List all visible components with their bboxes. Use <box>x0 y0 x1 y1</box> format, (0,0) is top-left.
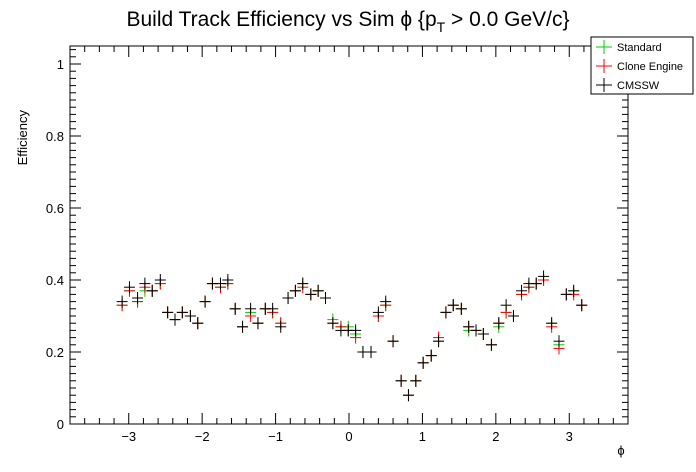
x-tick-label: −3 <box>121 429 136 444</box>
x-axis: −3 −2 −1 0 1 2 3 <box>69 46 629 444</box>
cmssw-point <box>463 320 475 333</box>
y-tick-label: 0 <box>57 417 64 432</box>
legend-label: Standard <box>617 42 662 54</box>
x-tick-label: 2 <box>492 429 499 444</box>
plot-frame <box>69 45 629 425</box>
legend-entry: CMSSW <box>596 78 660 92</box>
cmssw-point <box>139 277 151 290</box>
cmssw-point <box>289 284 301 297</box>
cmssw-point <box>305 288 317 301</box>
y-tick-label: 1 <box>57 57 64 72</box>
cmssw-point <box>546 317 558 330</box>
cmssw-point <box>433 335 445 348</box>
cmssw-point <box>199 295 211 308</box>
cmssw-point <box>410 374 422 387</box>
cmssw-point <box>530 277 542 290</box>
cmssw-point <box>560 288 572 301</box>
legend-entry: Clone Engine <box>596 59 683 73</box>
x-tick-label: 0 <box>345 429 352 444</box>
cmssw-point <box>365 346 377 358</box>
cmssw-point <box>116 295 128 308</box>
legend-entry: Standard <box>596 40 662 54</box>
cmssw-point <box>576 299 588 312</box>
cmssw-point <box>184 310 196 322</box>
cmssw-point <box>267 302 279 315</box>
cmssw-point <box>500 299 512 312</box>
cmssw-point <box>387 335 399 348</box>
cmssw-point <box>350 324 362 337</box>
cmssw-point <box>477 328 489 340</box>
cmssw-point <box>320 292 332 304</box>
chart-title-subscript: T <box>437 19 446 35</box>
y-tick-label: 0.6 <box>46 201 64 216</box>
cmssw-point <box>275 320 287 333</box>
cmssw-point <box>123 281 135 294</box>
cmssw-point <box>380 295 392 308</box>
cmssw-point <box>402 389 414 402</box>
cmssw-point <box>493 317 505 330</box>
cmssw-point <box>215 277 227 290</box>
chart-title-tail: > 0.0 GeV/c} <box>445 8 569 31</box>
cmssw-point <box>395 374 407 387</box>
legend-label: CMSSW <box>617 80 660 92</box>
x-tick-label: 3 <box>566 429 573 444</box>
cmssw-point <box>568 284 580 297</box>
y-axis-label: Efficiency <box>15 110 30 166</box>
chart-title: Build Track Efficiency vs Sim ϕ {pT > 0.… <box>126 8 569 35</box>
cmssw-point <box>282 292 294 304</box>
cmssw-point <box>516 284 528 297</box>
y-tick-label: 0.4 <box>46 273 64 288</box>
cmssw-point <box>252 317 264 330</box>
cmssw-point <box>447 299 459 312</box>
y-tick-label: 0.8 <box>46 129 64 144</box>
cmssw-point <box>372 306 384 319</box>
cmssw-point <box>425 349 437 362</box>
x-axis-label: ϕ <box>617 443 624 458</box>
cmssw-point <box>455 302 467 315</box>
cmssw-point <box>229 302 241 315</box>
cmssw-point <box>538 270 550 283</box>
cmssw-point <box>485 338 497 351</box>
y-axis: 0 0.2 0.4 0.6 0.8 1 <box>46 49 628 432</box>
cmssw-point <box>237 320 249 333</box>
legend: Standard Clone Engine CMSSW <box>590 36 694 95</box>
cmssw-point <box>169 313 181 326</box>
chart-title-main: Build Track Efficiency vs Sim ϕ {p <box>126 8 436 31</box>
cmssw-point <box>297 277 309 290</box>
cmssw-point <box>327 317 339 330</box>
x-tick-label: −2 <box>195 429 210 444</box>
y-tick-label: 0.2 <box>46 345 64 360</box>
cmssw-point <box>132 292 144 304</box>
cmssw-point <box>154 274 166 286</box>
cmssw-point <box>470 324 482 337</box>
legend-label: Clone Engine <box>617 61 683 73</box>
cmssw-point <box>553 335 565 348</box>
cmssw-point <box>312 284 324 297</box>
x-tick-label: 1 <box>419 429 426 444</box>
cmssw-point <box>192 317 204 330</box>
cmssw-point <box>440 306 452 319</box>
cmssw-point <box>162 306 174 319</box>
cmssw-point <box>507 310 519 322</box>
cmssw-point <box>176 306 188 319</box>
cmssw-point <box>417 356 429 369</box>
data-markers <box>116 270 588 402</box>
cmssw-point <box>245 302 257 315</box>
cmssw-point <box>222 274 234 286</box>
x-tick-label: −1 <box>268 429 283 444</box>
cmssw-point <box>146 284 158 297</box>
